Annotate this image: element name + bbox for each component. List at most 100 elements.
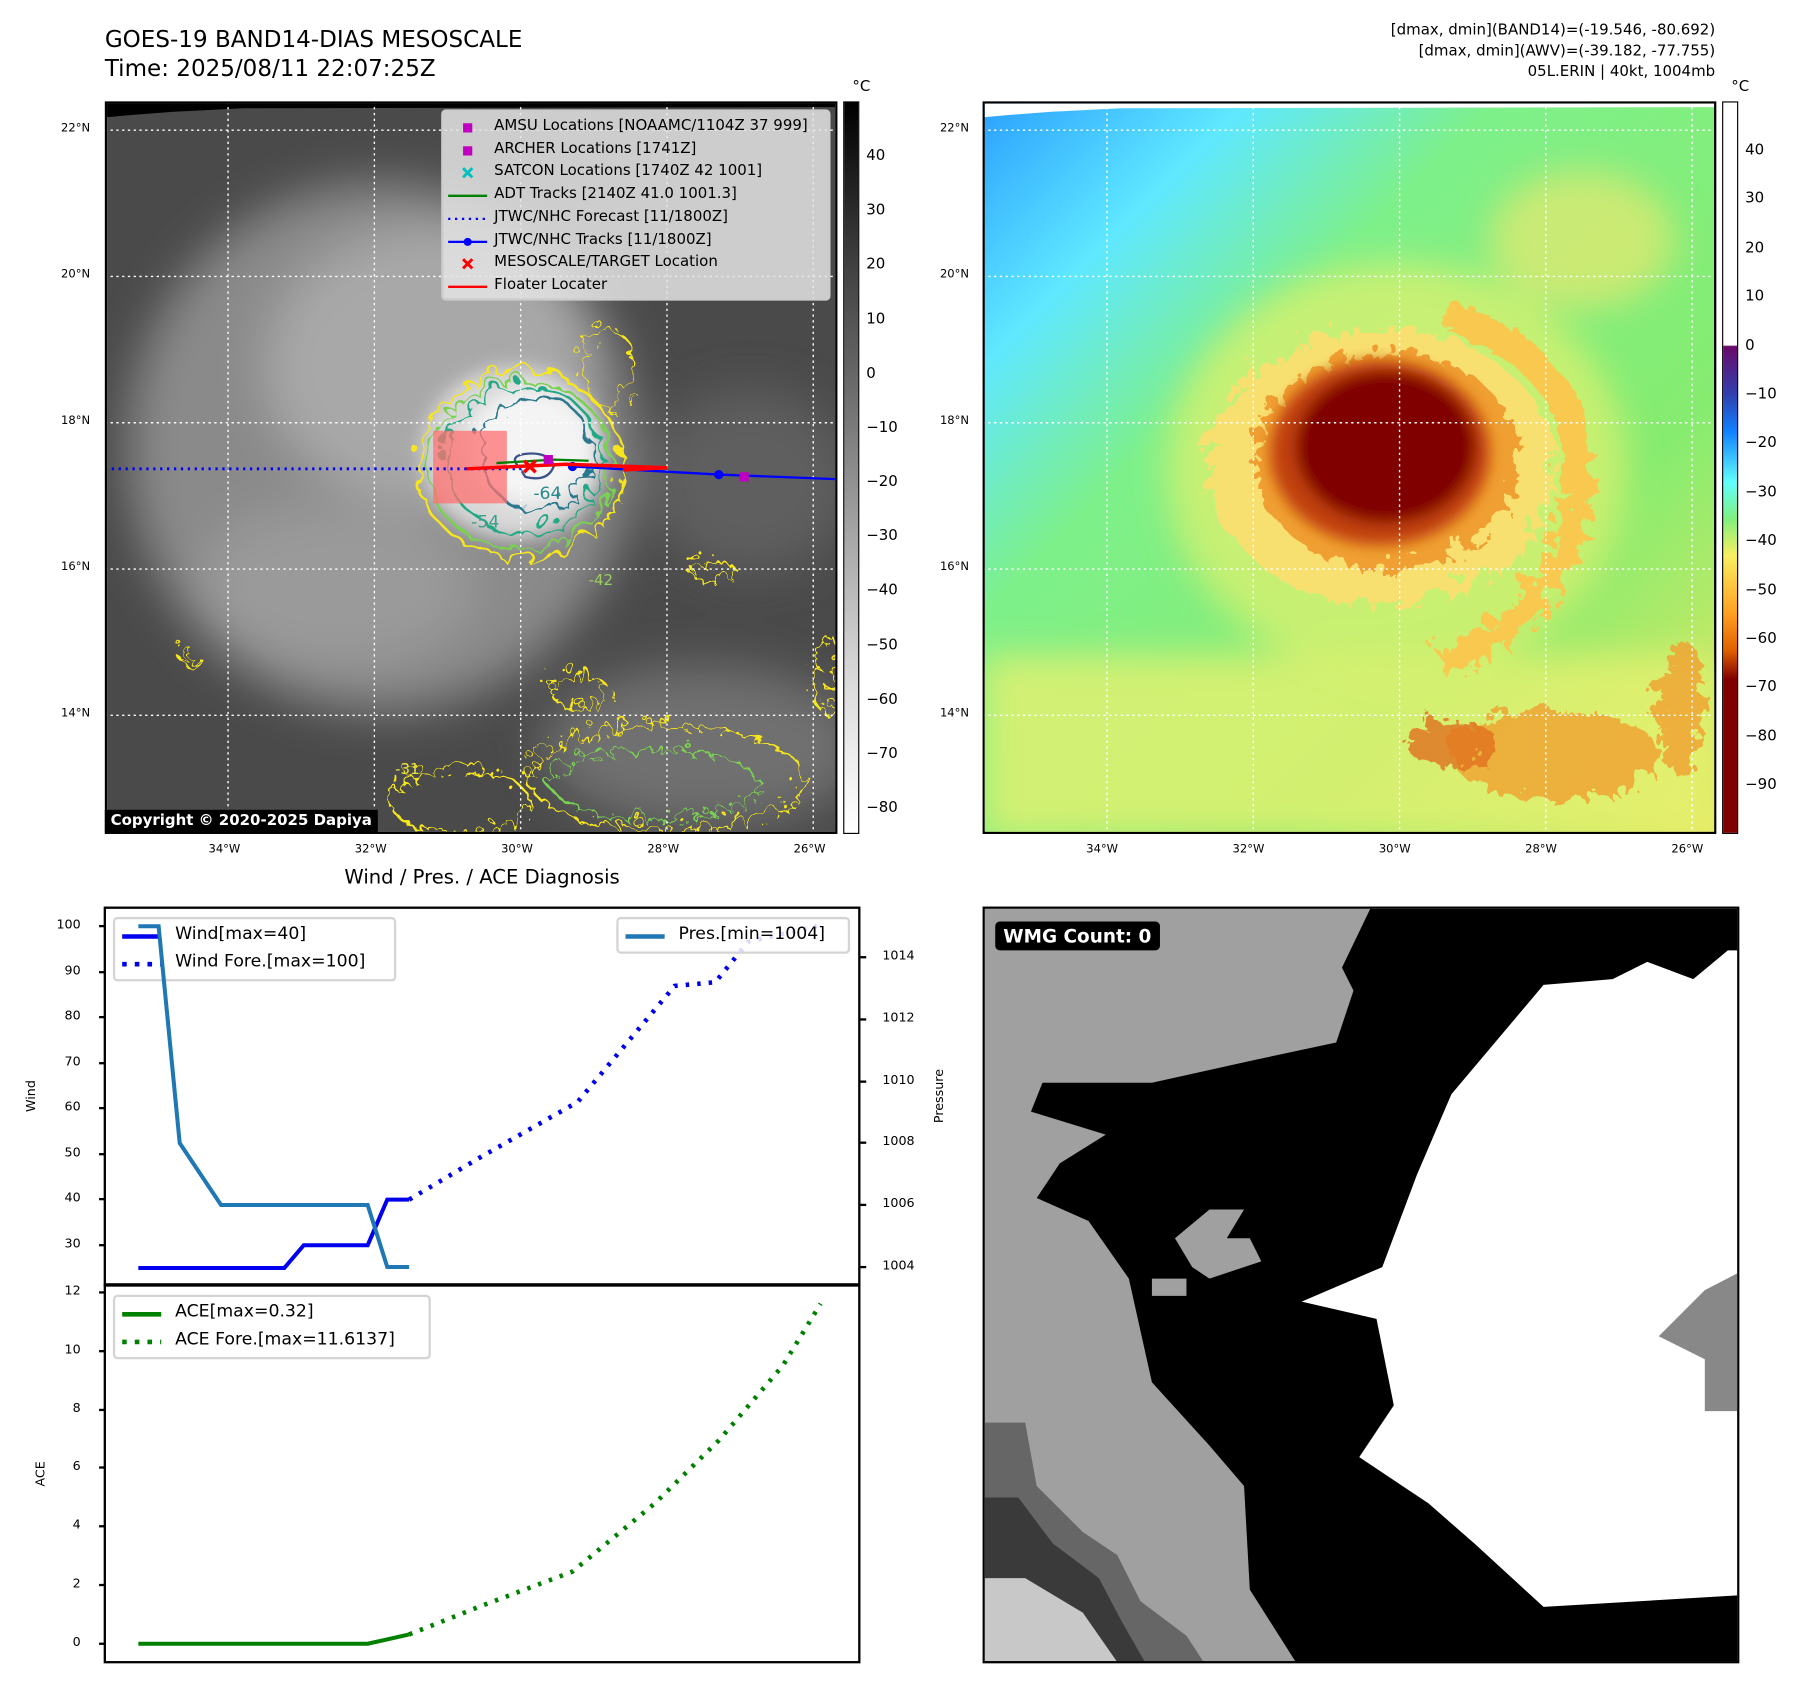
colorbar-tick: −30 [866, 527, 898, 546]
amsu-marker [739, 472, 749, 482]
lon-label: 30°W [1378, 843, 1411, 856]
tick-label: 0 [72, 1634, 81, 1650]
tick-label: 1014 [882, 947, 915, 963]
tick-label: 10 [64, 1341, 81, 1357]
legend-label: ACE Fore.[max=11.6137] [175, 1328, 395, 1349]
lat-label: 18°N [61, 414, 91, 428]
tick-mark [99, 1584, 105, 1587]
tick-label: 30 [64, 1235, 81, 1251]
floater-locater [466, 462, 668, 472]
tick-label: 80 [64, 1008, 81, 1024]
awv-range: [dmax, dmin](AWV)=(-39.182, -77.755) [1418, 42, 1716, 60]
colorbar-tick: −60 [866, 690, 898, 709]
series-line-ace-fore- [408, 1302, 823, 1637]
lon-label: 28°W [647, 843, 680, 856]
tick-mark [99, 1016, 105, 1019]
tick-label: 1012 [882, 1009, 915, 1025]
x-marker-icon [462, 167, 474, 179]
page-title: GOES-19 BAND14-DIAS MESOSCALE Time: 2025… [105, 25, 523, 83]
lat-label: 16°N [939, 560, 969, 574]
target-marker [522, 459, 537, 474]
lon-label: 28°W [1525, 843, 1557, 856]
ace-chart: ACE[max=0.32] ACE Fore.[max=11.6137] [103, 1283, 861, 1664]
time-line: Time: 2025/08/11 22:07:25Z [104, 54, 436, 82]
copyright-label: Copyright © 2020-2025 Dapiya [104, 809, 378, 833]
colorbar-tick: −20 [866, 473, 898, 491]
legend-label: ARCHER Locations [1741Z] [494, 140, 697, 158]
colorbar-tick: −90 [1745, 776, 1777, 794]
tick-label: 1008 [882, 1133, 915, 1149]
map-legend: AMSU Locations [NOAAMC/1104Z 37 999] ARCH… [441, 109, 831, 301]
lon-label: 32°W [1232, 843, 1265, 856]
square-marker-icon [463, 123, 473, 133]
tick-mark [860, 1141, 867, 1145]
tick-mark [99, 1061, 105, 1065]
line-icon [122, 1339, 162, 1345]
track-point [714, 469, 724, 480]
colorbar-tick: −40 [1745, 532, 1777, 550]
legend-label: Floater Locater [494, 276, 608, 294]
legend-label: Wind[max=40] [175, 922, 307, 944]
colorbar-tick: −80 [1745, 727, 1777, 746]
line-icon [448, 285, 488, 288]
legend-label: JTWC/NHC Forecast [11/1800Z] [494, 208, 729, 226]
colorbar-tick: 10 [1745, 288, 1765, 306]
legend-label: Pres.[min=1004] [678, 922, 825, 944]
legend-label: ACE[max=0.32] [175, 1300, 314, 1322]
ace-plot [138, 1302, 823, 1646]
chart-title: Wind / Pres. / ACE Diagnosis [344, 866, 620, 890]
band14-range: [dmax, dmin](BAND14)=(-19.546, -80.692) [1390, 21, 1716, 40]
legend-label: Wind Fore.[max=100] [175, 950, 366, 972]
line-icon [122, 1312, 162, 1317]
tick-mark [99, 1244, 105, 1247]
contour-label: -42 [589, 571, 613, 589]
colorbar-tick: 10 [866, 310, 886, 328]
colorbar-tick: 0 [866, 364, 876, 383]
title-line: GOES-19 BAND14-DIAS MESOSCALE [104, 25, 523, 53]
pressure-plot [138, 924, 410, 1269]
colorbar-tick: 40 [866, 147, 886, 165]
tick-label: 4 [72, 1517, 81, 1533]
lat-label: 22°N [939, 122, 969, 135]
colorbar-tick: −10 [1745, 385, 1777, 404]
colorbar-tick: −50 [1745, 581, 1777, 599]
lon-label: 34°W [1086, 843, 1119, 856]
tick-mark [99, 1466, 105, 1470]
tick-mark [860, 1079, 867, 1083]
pressure-axis-label: Pressure [931, 1068, 947, 1124]
tick-label: 40 [64, 1190, 81, 1206]
line-icon [448, 217, 488, 220]
colorbar-tick: −70 [1745, 678, 1777, 697]
colorbar-unit: °C [1731, 78, 1750, 96]
colorbar-awv [1722, 101, 1739, 834]
lat-label: 14°N [939, 707, 969, 720]
storm-info: 05L.ERIN | 40kt, 1004mb [1527, 63, 1716, 81]
contour-label: -31 [395, 760, 419, 778]
tick-mark [99, 1525, 105, 1528]
series-line-pres- [138, 924, 410, 1269]
colorbar-tick: −10 [866, 419, 898, 437]
colorbar-grayscale [843, 101, 860, 834]
ir-satellite-map: -64 -54 -42 -31 [104, 101, 838, 834]
lon-label: 32°W [354, 843, 387, 856]
tick-label: 12 [64, 1283, 81, 1299]
legend-label: ADT Tracks [2140Z 41.0 1001.3] [494, 185, 737, 203]
wmg-image [984, 908, 1738, 1662]
tick-mark [99, 1198, 105, 1201]
legend-label: JTWC/NHC Tracks [11/1800Z] [494, 230, 712, 249]
series-line-wind [138, 1197, 410, 1271]
colorbar-tick: 30 [866, 201, 886, 220]
tick-mark [99, 1408, 105, 1411]
tick-label: 90 [64, 962, 81, 978]
tick-mark [99, 1642, 105, 1645]
lat-label: 14°N [61, 707, 91, 720]
line-icon [448, 194, 488, 198]
wmg-count-badge: WMG Count: 0 [995, 921, 1160, 951]
tick-label: 1004 [882, 1257, 915, 1273]
contour-label: -64 [533, 484, 561, 504]
pressure-legend: Pres.[min=1004] [616, 916, 851, 954]
tick-mark [99, 970, 105, 973]
colorbar-tick: −70 [866, 745, 898, 763]
lon-label: 26°W [793, 843, 826, 856]
lon-label: 34°W [208, 843, 241, 856]
